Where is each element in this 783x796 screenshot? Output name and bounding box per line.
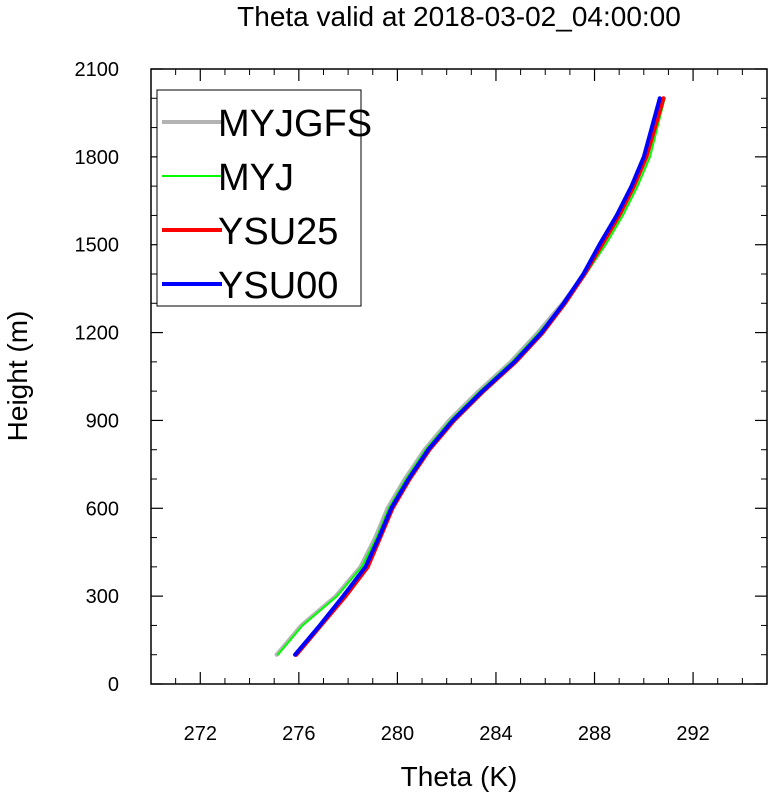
- y-tick-label: 900: [86, 410, 119, 432]
- plot-series: [274, 96, 666, 657]
- y-tick-label: 1500: [75, 235, 120, 257]
- y-tick-label: 0: [108, 674, 119, 696]
- legend-label-myj: MYJ: [218, 157, 294, 199]
- series-line-ysu00: [293, 96, 662, 657]
- y-tick-label: 600: [86, 498, 119, 520]
- legend: MYJGFS MYJ YSU25 YSU00: [156, 89, 372, 307]
- x-tick-label: 280: [381, 723, 414, 745]
- y-tick-label: 2100: [75, 59, 120, 81]
- plot-frame: [150, 68, 768, 685]
- y-axis-label: Height (m): [2, 311, 33, 442]
- chart-title: Theta valid at 2018-03-02_04:00:00: [237, 1, 681, 32]
- axis-tick-labels: 272 276 280 284 288 292 0 300 600 900 1200 1500 1800…: [75, 59, 710, 745]
- y-tick-label: 1200: [75, 323, 120, 345]
- x-tick-label: 276: [282, 723, 315, 745]
- legend-label-myjgfs: MYJGFS: [218, 103, 372, 145]
- legend-box: [156, 89, 362, 307]
- legend-label-ysu25: YSU25: [218, 211, 338, 253]
- y-tick-label: 300: [86, 586, 119, 608]
- x-tick-label: 292: [676, 723, 709, 745]
- x-tick-label: 272: [184, 723, 217, 745]
- x-axis-label: Theta (K): [401, 761, 518, 792]
- legend-label-ysu00: YSU00: [218, 265, 338, 307]
- y-tick-label: 1800: [75, 147, 120, 169]
- x-tick-label: 288: [578, 723, 611, 745]
- x-tick-label: 284: [479, 723, 512, 745]
